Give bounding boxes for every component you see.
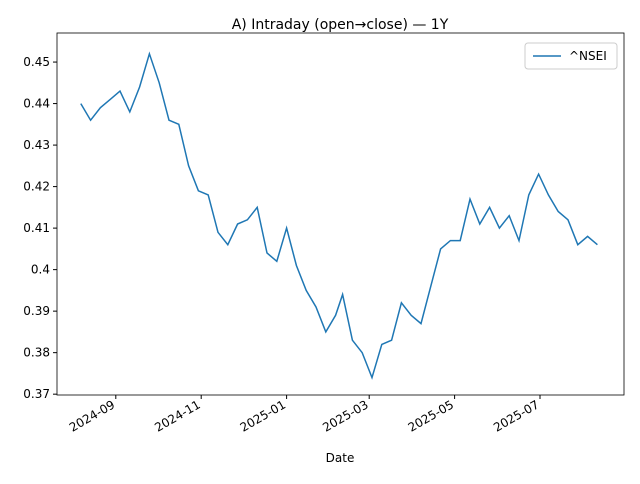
- x-tick-label: 2025-05: [406, 397, 456, 434]
- y-tick-label: 0.42: [23, 180, 50, 194]
- legend-label: ^NSEI: [569, 49, 607, 63]
- y-tick-label: 0.43: [23, 138, 50, 152]
- x-tick-label: 2024-11: [152, 397, 202, 434]
- line: [80, 51, 598, 380]
- plot-frame: [56, 32, 625, 396]
- y-tick-label: 0.38: [23, 346, 50, 360]
- chart-title: A) Intraday (open→close) — 1Y: [232, 17, 449, 33]
- x-axis-label: Date: [326, 451, 355, 465]
- y-tick-label: 0.37: [23, 387, 50, 401]
- legend-box: [524, 42, 618, 70]
- y-tick-label: 0.45: [23, 55, 50, 69]
- x-tick-label: 2024-09: [67, 397, 117, 434]
- y-tick-label: 0.41: [23, 221, 50, 235]
- y-tick-label: 0.39: [23, 304, 50, 318]
- y-tick-label: 0.4: [31, 263, 50, 277]
- x-tick-label: 2025-01: [238, 397, 288, 434]
- x-tick-label: 2025-07: [491, 397, 541, 434]
- x-tick-label: 2025-03: [320, 397, 370, 434]
- y-tick-label: 0.44: [23, 97, 50, 111]
